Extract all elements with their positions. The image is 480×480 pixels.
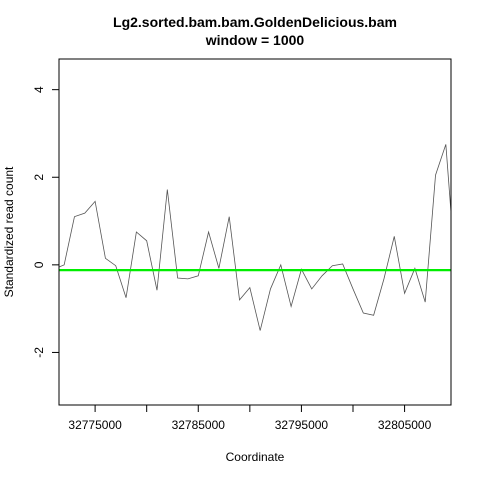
y-tick-label: 4 <box>32 86 46 93</box>
y-tick-label: 2 <box>32 174 46 181</box>
chart-title: Lg2.sorted.bam.bam.GoldenDelicious.bam <box>113 14 397 30</box>
y-tick-label: 0 <box>32 261 46 268</box>
plot-frame <box>58 58 452 406</box>
y-tick-label: -2 <box>32 347 46 358</box>
x-tick-label: 32795000 <box>275 418 329 432</box>
chart-subtitle: window = 1000 <box>205 32 305 48</box>
x-axis: 32775000 32785000 32795000 32805000 <box>68 405 432 432</box>
x-tick-label: 32805000 <box>378 418 432 432</box>
y-axis: -2 0 2 4 <box>32 86 59 358</box>
y-axis-label: Standardized read count <box>2 166 16 297</box>
series-line-1 <box>59 144 451 331</box>
x-tick-label: 32785000 <box>172 418 226 432</box>
x-tick-label: 32775000 <box>68 418 122 432</box>
x-axis-label: Coordinate <box>226 450 285 464</box>
